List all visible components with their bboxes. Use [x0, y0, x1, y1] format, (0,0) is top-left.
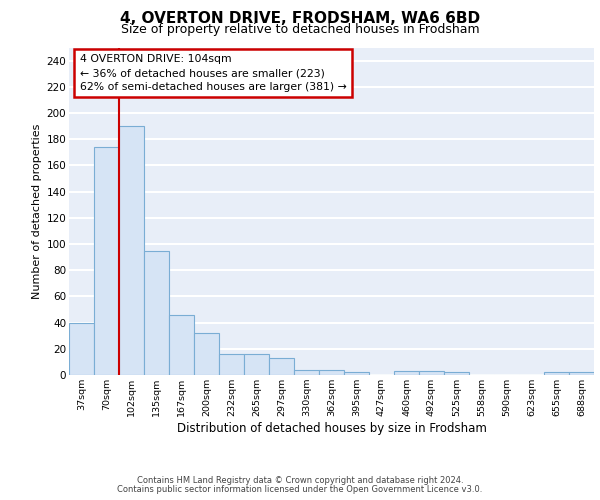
Bar: [69, 322, 94, 375]
Bar: [194, 333, 219, 375]
Y-axis label: Number of detached properties: Number of detached properties: [32, 124, 43, 299]
Bar: [219, 354, 244, 375]
Bar: [544, 372, 569, 375]
Bar: [344, 372, 369, 375]
Bar: [319, 370, 344, 375]
Bar: [244, 354, 269, 375]
Text: Contains HM Land Registry data © Crown copyright and database right 2024.: Contains HM Land Registry data © Crown c…: [137, 476, 463, 485]
Bar: [419, 371, 444, 375]
Bar: [169, 314, 194, 375]
X-axis label: Distribution of detached houses by size in Frodsham: Distribution of detached houses by size …: [176, 422, 487, 435]
Bar: [294, 370, 319, 375]
Text: Size of property relative to detached houses in Frodsham: Size of property relative to detached ho…: [121, 22, 479, 36]
Text: Contains public sector information licensed under the Open Government Licence v3: Contains public sector information licen…: [118, 484, 482, 494]
Bar: [94, 147, 119, 375]
Bar: [569, 372, 594, 375]
Bar: [394, 371, 419, 375]
Text: 4, OVERTON DRIVE, FRODSHAM, WA6 6BD: 4, OVERTON DRIVE, FRODSHAM, WA6 6BD: [120, 11, 480, 26]
Bar: [269, 358, 294, 375]
Text: 4 OVERTON DRIVE: 104sqm
← 36% of detached houses are smaller (223)
62% of semi-d: 4 OVERTON DRIVE: 104sqm ← 36% of detache…: [79, 54, 346, 92]
Bar: [119, 126, 144, 375]
Bar: [444, 372, 469, 375]
Bar: [144, 250, 169, 375]
